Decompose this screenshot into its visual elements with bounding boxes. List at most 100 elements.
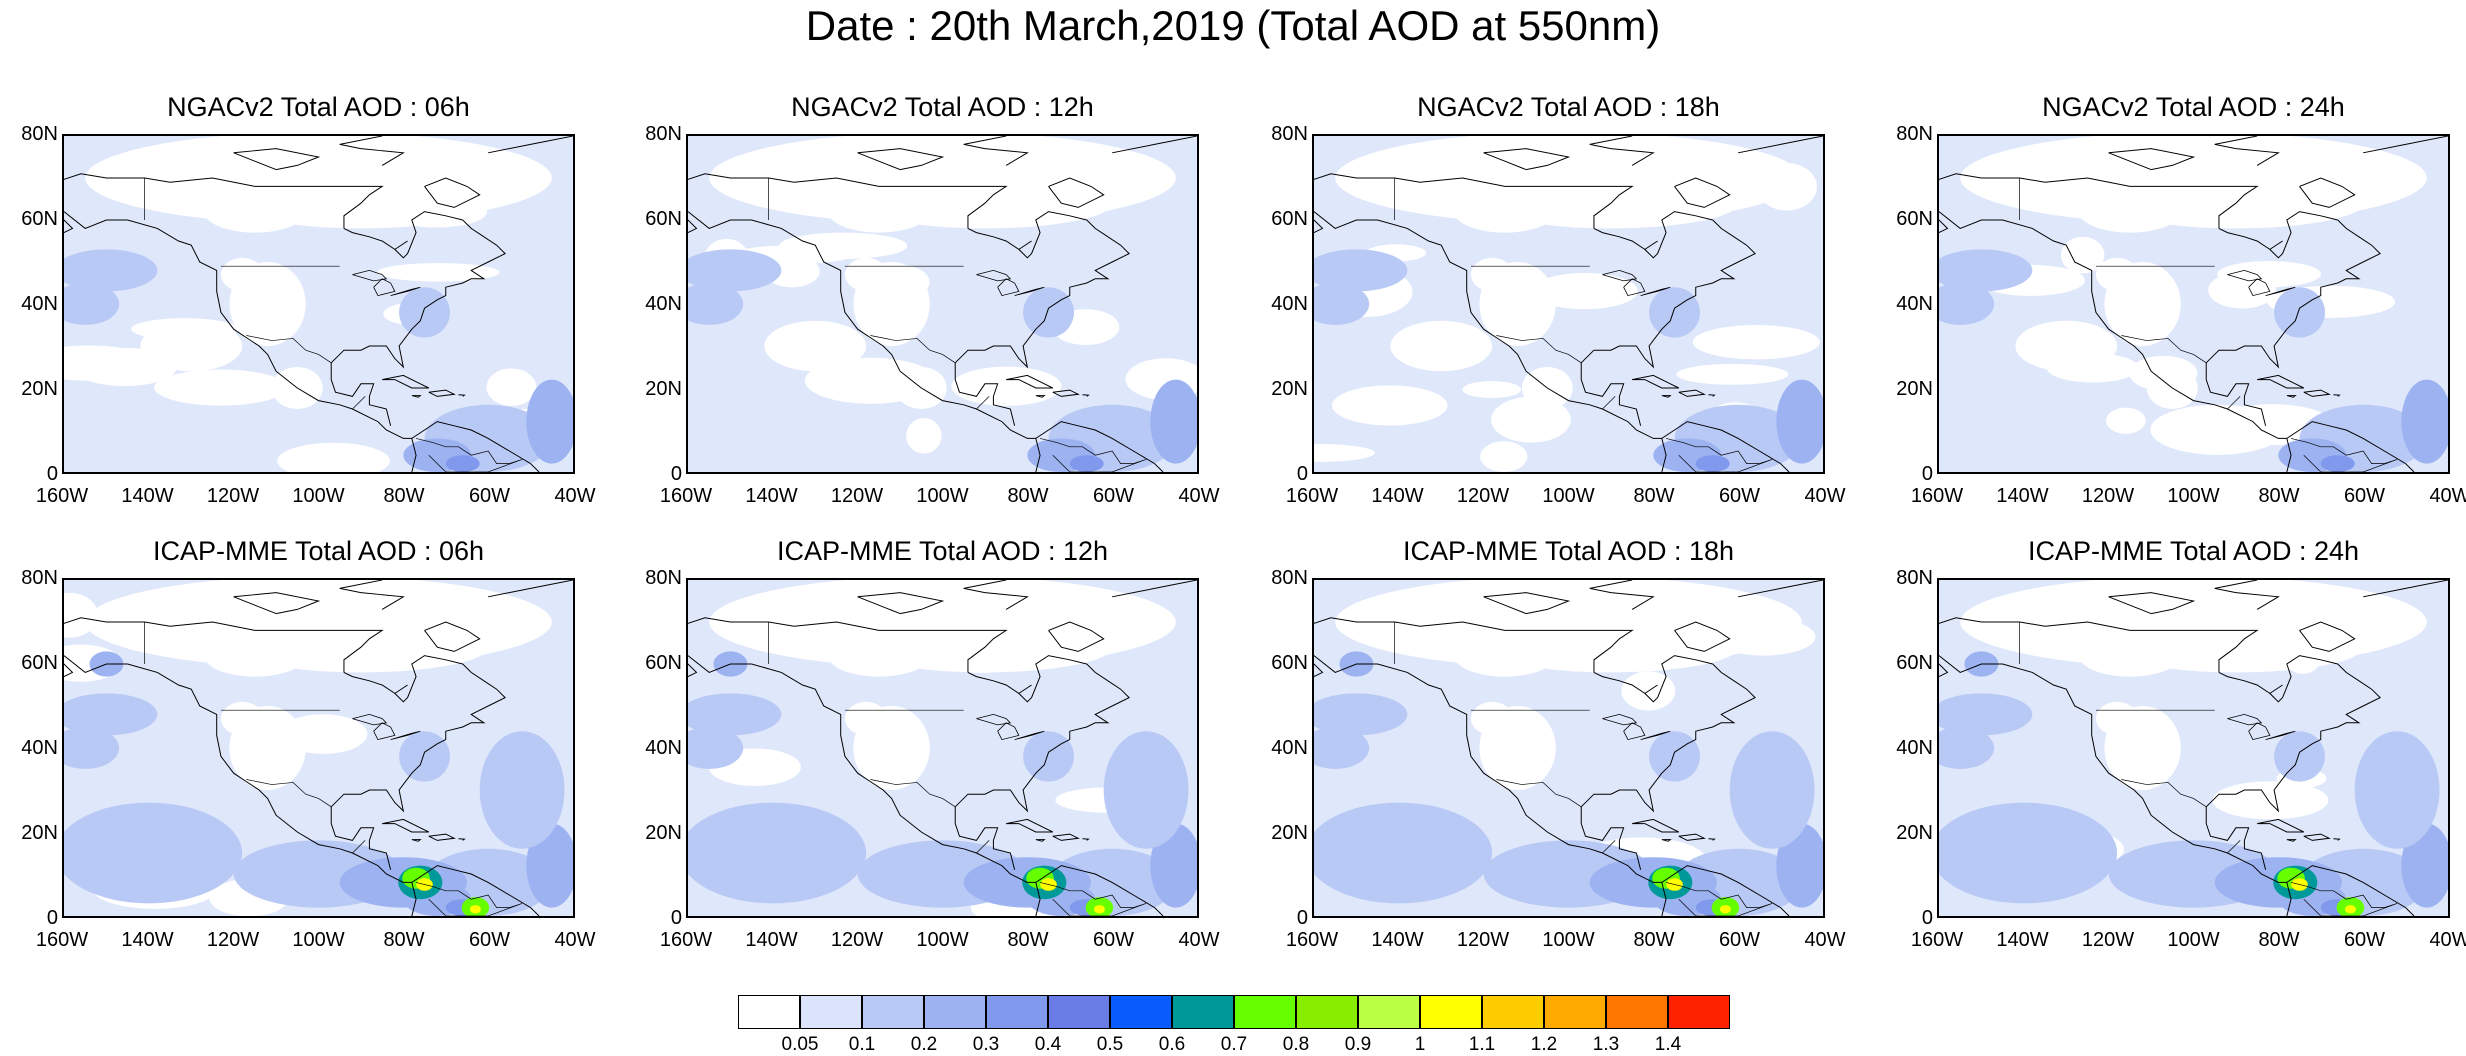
lon-tick-label: 140W	[745, 485, 798, 507]
colorbar-label: 0.4	[1034, 1034, 1062, 1055]
lat-tick-label: 40N	[1271, 293, 1308, 315]
aod-field	[1939, 136, 2448, 472]
colorbar-label: 1.2	[1530, 1034, 1558, 1055]
lon-tick-label: 100W	[916, 485, 969, 507]
lon-tick-label: 120W	[1456, 929, 1510, 951]
lon-tick-label: 100W	[1542, 485, 1595, 507]
colorbar-swatch	[800, 995, 862, 1029]
colorbar-label: 1.1	[1468, 1034, 1496, 1055]
lat-tick-label: 80N	[21, 123, 58, 145]
lat-tick-label: 40N	[645, 737, 682, 759]
lon-tick-label: 120W	[2081, 485, 2135, 507]
lat-tick-label: 20N	[1271, 822, 1308, 844]
lon-tick-label: 120W	[830, 485, 884, 507]
lat-tick-label: 80N	[645, 123, 682, 145]
aod-map	[1937, 134, 2450, 474]
lon-tick-label: 100W	[2167, 929, 2220, 951]
lon-tick-label: 160W	[1910, 485, 1964, 507]
colorbar-label: 0.7	[1220, 1034, 1248, 1055]
lat-tick-label: 20N	[1896, 378, 1933, 400]
lat-tick-label: 40N	[1271, 737, 1308, 759]
colorbar-swatch	[1482, 995, 1544, 1029]
lon-tick-label: 140W	[1996, 485, 2049, 507]
panel-title: NGACv2 Total AOD : 06h	[167, 92, 470, 122]
lon-tick-label: 160W	[659, 485, 713, 507]
panel-title: ICAP-MME Total AOD : 12h	[776, 536, 1109, 566]
lon-tick-label: 80W	[1007, 485, 1049, 507]
colorbar-label: 1.3	[1592, 1034, 1620, 1055]
lat-tick-label: 60N	[21, 208, 58, 230]
lat-tick-label: 40N	[1896, 737, 1933, 759]
lon-tick-label: 60W	[1718, 485, 1761, 507]
aod-map	[1312, 134, 1825, 474]
lat-tick-label: 80N	[1271, 123, 1308, 145]
lon-tick-label: 140W	[745, 929, 798, 951]
colorbar-swatch	[1420, 995, 1482, 1029]
lon-tick-label: 60W	[468, 929, 511, 951]
lon-tick-label: 60W	[2343, 485, 2386, 507]
aod-field	[688, 580, 1197, 916]
lat-tick-label: 0	[46, 463, 58, 485]
lon-tick-label: 100W	[292, 929, 345, 951]
aod-field	[1314, 580, 1823, 916]
lon-tick-label: 120W	[206, 929, 260, 951]
lat-tick-label: 60N	[1896, 208, 1933, 230]
aod-map	[1937, 578, 2450, 918]
lat-tick-label: 20N	[645, 378, 682, 400]
lon-tick-label: 80W	[2258, 929, 2300, 951]
panel-title: NGACv2 Total AOD : 18h	[1417, 92, 1720, 122]
lon-tick-label: 140W	[1996, 929, 2049, 951]
lon-tick-label: 160W	[35, 929, 89, 951]
lat-tick-label: 0	[1296, 907, 1308, 929]
lon-tick-label: 100W	[2167, 485, 2220, 507]
lon-tick-label: 120W	[830, 929, 884, 951]
aod-map	[62, 578, 575, 918]
aod-field	[1314, 136, 1823, 472]
colorbar-swatch	[862, 995, 924, 1029]
lat-tick-label: 60N	[21, 652, 58, 674]
colorbar-label: 1	[1414, 1034, 1426, 1055]
colorbar-swatch	[1172, 995, 1234, 1029]
lon-tick-label: 40W	[1804, 929, 1846, 951]
lon-tick-label: 80W	[1007, 929, 1049, 951]
colorbar-label: 0.1	[848, 1034, 876, 1055]
lon-tick-label: 80W	[2258, 485, 2300, 507]
map-panel: NGACv2 Total AOD : 12h 80N 60N 40N 20N 0 160W 1…	[626, 92, 1259, 522]
lon-tick-label: 40W	[1804, 485, 1846, 507]
aod-field	[64, 580, 573, 916]
lon-tick-label: 120W	[1456, 485, 1510, 507]
colorbar-label: 0.6	[1158, 1034, 1186, 1055]
lat-tick-label: 0	[1921, 463, 1933, 485]
lat-tick-label: 0	[1921, 907, 1933, 929]
lon-tick-label: 160W	[1285, 485, 1339, 507]
aod-field	[688, 136, 1197, 472]
lon-tick-label: 140W	[121, 929, 174, 951]
colorbar-swatch	[1296, 995, 1358, 1029]
colorbar-label: 0.9	[1344, 1034, 1372, 1055]
lon-tick-label: 100W	[916, 929, 969, 951]
map-panel: NGACv2 Total AOD : 24h 80N 60N 40N 20N 0 160W 1…	[1877, 92, 2466, 522]
lon-tick-label: 120W	[2081, 929, 2135, 951]
lon-tick-label: 40W	[554, 485, 596, 507]
lat-tick-label: 0	[670, 907, 682, 929]
lat-tick-label: 80N	[1896, 567, 1933, 589]
lon-tick-label: 80W	[1633, 485, 1675, 507]
colorbar-swatch	[924, 995, 986, 1029]
page-title: Date : 20th March,2019 (Total AOD at 550…	[805, 2, 1661, 49]
colorbar-label: 1.4	[1654, 1034, 1682, 1055]
lat-tick-label: 20N	[645, 822, 682, 844]
colorbar-swatch	[738, 995, 800, 1029]
lat-tick-label: 60N	[1271, 208, 1308, 230]
lon-tick-label: 100W	[1542, 929, 1595, 951]
colorbar-swatch	[1110, 995, 1172, 1029]
panel-title: NGACv2 Total AOD : 12h	[791, 92, 1094, 122]
lon-tick-label: 120W	[206, 485, 260, 507]
lat-tick-label: 60N	[645, 208, 682, 230]
lon-tick-label: 60W	[1092, 929, 1135, 951]
lon-tick-label: 60W	[1092, 485, 1135, 507]
lat-tick-label: 0	[46, 907, 58, 929]
lat-tick-label: 80N	[1896, 123, 1933, 145]
lon-tick-label: 100W	[292, 485, 345, 507]
panel-title: ICAP-MME Total AOD : 06h	[152, 536, 485, 566]
colorbar-label: 0.3	[972, 1034, 1000, 1055]
